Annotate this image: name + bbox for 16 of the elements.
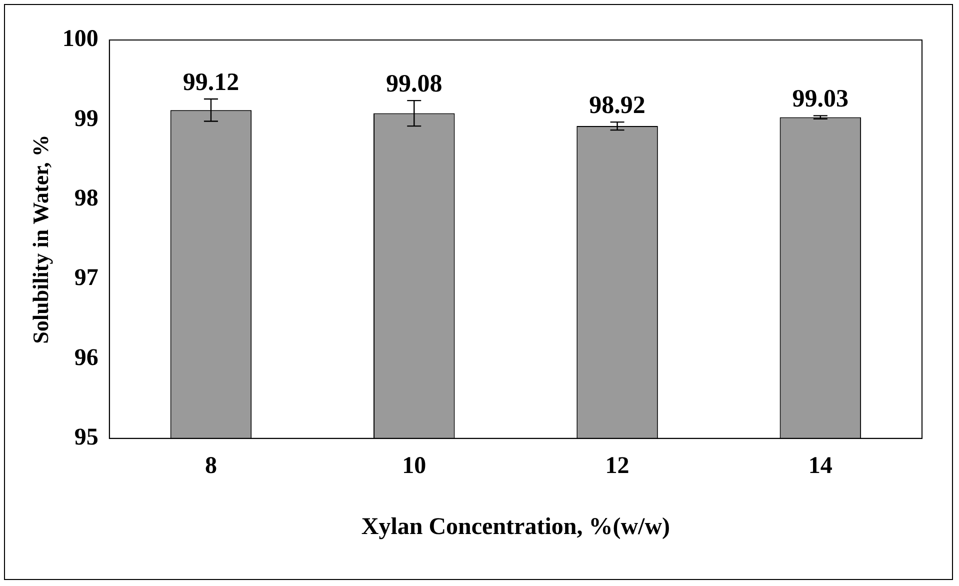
y-tick-label: 98 xyxy=(74,186,98,212)
data-label: 98.92 xyxy=(589,92,646,120)
x-tick-label: 8 xyxy=(204,453,217,480)
y-tick-label: 100 xyxy=(62,26,98,52)
x-tick-label: 12 xyxy=(605,453,630,480)
y-tick-label: 99 xyxy=(74,106,98,132)
y-tick-label: 95 xyxy=(74,424,98,451)
y-tick-label: 97 xyxy=(74,265,98,292)
x-tick-label: 10 xyxy=(402,453,426,480)
x-axis-title: Xylan Concentration, %(w/w) xyxy=(361,514,670,540)
data-label: 99.03 xyxy=(792,86,849,113)
x-tick-label: 14 xyxy=(808,453,832,480)
y-axis-title: Solubility in Water, % xyxy=(28,134,53,344)
data-label: 99.08 xyxy=(386,70,442,98)
data-label: 99.12 xyxy=(182,68,240,96)
y-tick-label: 96 xyxy=(74,344,98,371)
